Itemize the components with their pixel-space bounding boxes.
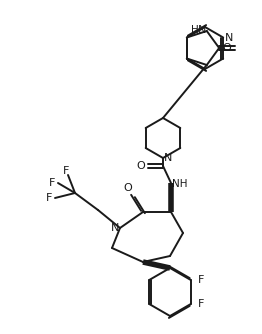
Text: N: N [225, 32, 233, 42]
Text: H: H [191, 25, 199, 35]
Text: F: F [46, 193, 52, 203]
Text: F: F [49, 178, 55, 188]
Text: O: O [137, 161, 145, 171]
Text: O: O [223, 43, 232, 53]
Text: N: N [164, 153, 172, 163]
Text: F: F [198, 275, 204, 285]
Text: NH: NH [172, 179, 188, 189]
Text: N: N [111, 223, 119, 233]
Text: N: N [198, 25, 206, 35]
Text: F: F [63, 166, 69, 176]
Text: O: O [124, 183, 132, 193]
Text: F: F [198, 299, 204, 309]
